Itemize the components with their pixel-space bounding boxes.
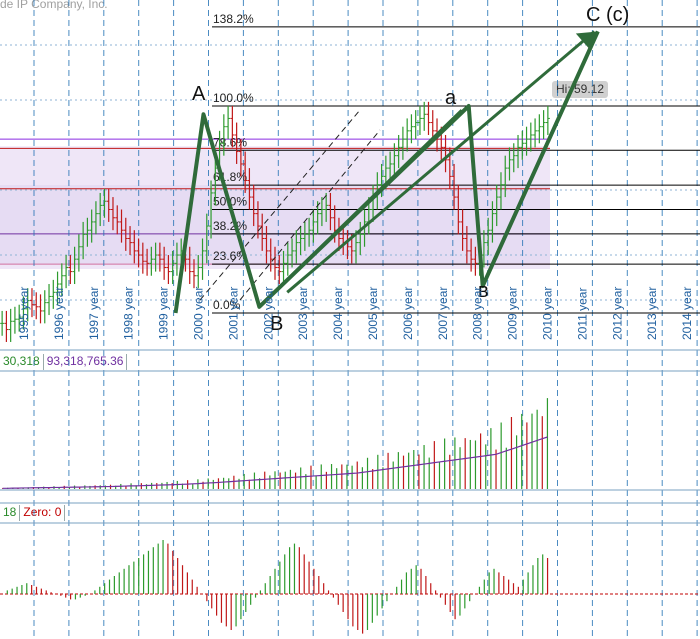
fib-label: 23.6% (213, 249, 247, 263)
x-axis-label: 1995 year (17, 287, 31, 340)
volume-value-1: 30,318 (0, 354, 44, 370)
fib-label: 138.2% (213, 12, 254, 26)
fib-label: 100.0% (213, 91, 254, 105)
wave-leg (258, 109, 463, 308)
macd-zero-label: Zero: 0 (20, 505, 66, 521)
x-axis-label: 1998 year (122, 287, 136, 340)
wave-label: в (478, 280, 489, 302)
wave-label: B (270, 313, 283, 335)
x-axis-label: 1997 year (87, 287, 101, 340)
x-axis-label: 2010 year (541, 287, 555, 340)
wave-label: C (c) (586, 4, 629, 26)
macd-value-1: 18 (0, 505, 21, 521)
x-axis-label: 2006 year (401, 287, 415, 340)
x-axis-label: 2002 year (261, 287, 275, 340)
x-axis-label: 2014 year (680, 287, 694, 340)
wave-leg (286, 30, 596, 294)
channel-line (199, 109, 361, 301)
x-axis-label: 2008 year (471, 287, 485, 340)
wave-label: a (445, 87, 457, 109)
x-axis-label: 1996 year (52, 287, 66, 340)
fib-label: 38.2% (213, 219, 247, 233)
volume-legend: 30,318 93,318,765.36 (0, 354, 128, 370)
x-axis-label: 2011 year (575, 288, 589, 340)
x-axis-label: 2004 year (331, 287, 345, 340)
macd-legend: 18 Zero: 0 (0, 505, 66, 521)
x-axis-label: 2013 year (645, 287, 659, 340)
x-axis-label: 2003 year (296, 287, 310, 340)
fib-label: 61.8% (213, 170, 247, 184)
fib-label: 0.0% (213, 298, 241, 312)
x-axis-label: 2000 year (192, 287, 206, 340)
x-axis-label: 2012 year (610, 287, 624, 340)
x-axis-label: 2005 year (366, 287, 380, 340)
watermark: de IP Company, Inc. (0, 0, 108, 11)
x-axis-label: 1999 year (157, 287, 171, 340)
volume-ma-line (2, 436, 548, 489)
x-axis-label: 2001 year (226, 287, 240, 340)
wave-label: A (192, 83, 206, 105)
channel-line (239, 129, 381, 301)
x-axis-label: 2009 year (506, 287, 520, 340)
wave-leg (481, 30, 600, 287)
x-axis-label: 2007 year (436, 287, 450, 340)
fib-label: 78.6% (213, 135, 247, 149)
wave-arrowhead (575, 31, 598, 50)
